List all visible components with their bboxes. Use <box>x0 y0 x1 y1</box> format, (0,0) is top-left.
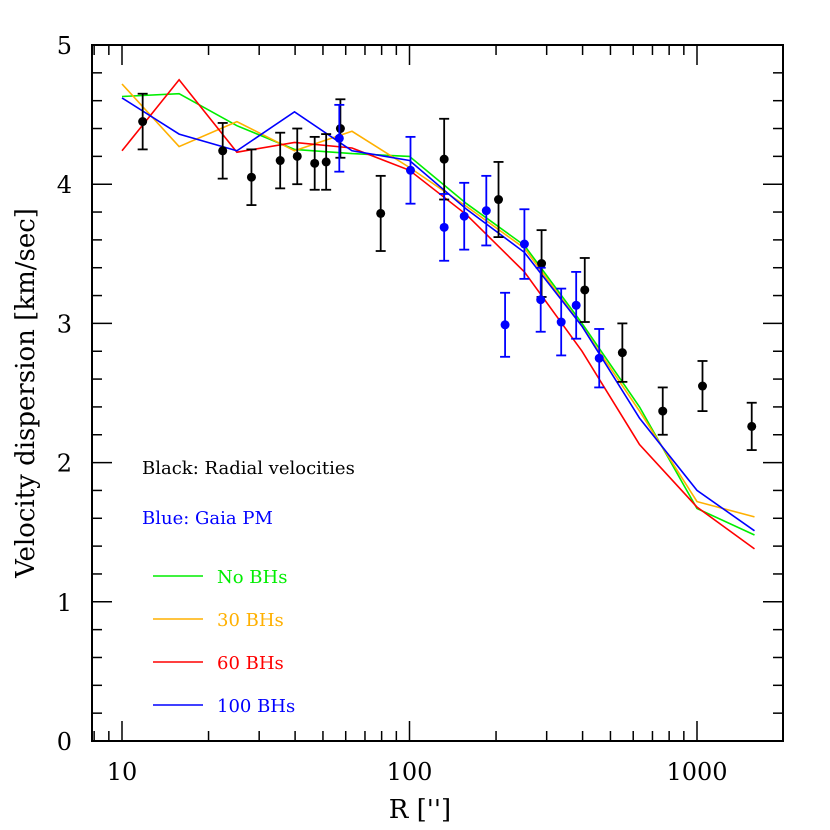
data-point <box>246 172 256 182</box>
data-point <box>519 239 529 249</box>
errorbar-series-gaia-pm <box>334 103 605 389</box>
data-point <box>697 381 707 391</box>
data-point <box>500 320 510 330</box>
data-point <box>494 195 504 205</box>
annotations: Black: Radial velocities Blue: Gaia PM <box>142 458 355 529</box>
data-point <box>138 117 148 127</box>
data-point <box>481 206 491 216</box>
legend-label: 30 BHs <box>217 610 284 631</box>
annotation-text: Blue: Gaia PM <box>142 508 273 529</box>
data-point <box>310 158 320 168</box>
x-axis-label: R [''] <box>389 795 451 825</box>
x-tick-label: 10 <box>107 758 138 786</box>
data-point <box>459 211 469 221</box>
model-line-no-bhs <box>121 92 755 536</box>
data-point <box>376 208 386 218</box>
plot-area <box>121 78 757 550</box>
data-point <box>658 406 668 416</box>
legend-label: 60 BHs <box>217 653 284 674</box>
plot-frame <box>91 44 784 742</box>
model-line-60-bhs <box>121 78 755 550</box>
errorbar-series-radial-velocities <box>137 92 757 451</box>
data-point <box>537 259 547 269</box>
legend: No BHs 30 BHs 60 BHs 100 BHs <box>153 567 295 717</box>
data-point <box>439 222 449 232</box>
y-tick-label: 3 <box>57 310 72 338</box>
annotation-text: Black: Radial velocities <box>142 458 355 479</box>
data-point <box>275 156 285 166</box>
y-tick-label: 1 <box>57 589 72 617</box>
data-point <box>405 165 415 175</box>
data-point <box>218 146 228 156</box>
data-point <box>321 157 331 167</box>
data-point <box>617 348 627 358</box>
data-point <box>747 421 757 431</box>
axis-ticks <box>92 44 783 742</box>
data-point <box>594 353 604 363</box>
legend-label: 100 BHs <box>217 696 295 717</box>
data-point <box>536 295 546 305</box>
data-point <box>439 154 449 164</box>
data-point <box>580 285 590 295</box>
legend-label: No BHs <box>217 567 287 588</box>
tick-labels: 0 1 2 3 4 5 10 100 1000 <box>57 32 728 786</box>
y-tick-label: 2 <box>57 450 72 478</box>
data-point <box>292 151 302 161</box>
y-axis-label: Velocity dispersion [km/sec] <box>11 208 41 579</box>
data-point <box>334 133 344 143</box>
x-tick-label: 1000 <box>666 758 727 786</box>
model-line-30-bhs <box>121 83 755 518</box>
axes-frame <box>91 44 784 742</box>
y-tick-label: 0 <box>57 728 72 756</box>
data-point <box>335 124 345 134</box>
data-point <box>556 317 566 327</box>
data-point <box>571 300 581 310</box>
y-tick-label: 4 <box>57 171 72 199</box>
x-tick-label: 100 <box>387 758 433 786</box>
y-tick-label: 5 <box>57 32 72 60</box>
model-line-100-bhs <box>121 97 755 532</box>
